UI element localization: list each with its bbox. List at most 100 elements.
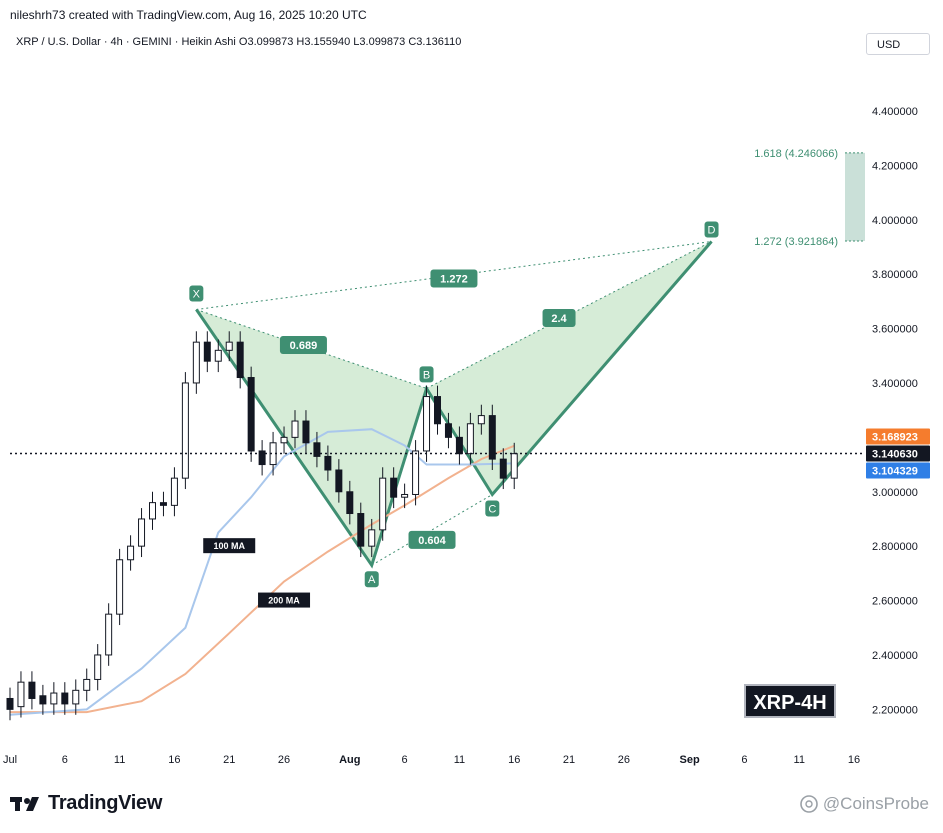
ratio-line [196,241,712,311]
candle [291,420,299,438]
ratio-box [430,269,478,288]
candle [346,491,354,515]
candle [116,559,124,615]
x-tick-label: 6 [402,754,408,766]
price-tag [866,445,930,462]
ratio-label: 0.689 [290,340,318,352]
x-tick-label: 6 [62,754,68,766]
candle [477,415,485,425]
candle [488,415,496,460]
point-marker [704,221,719,238]
candle [302,420,310,444]
candle [149,502,156,520]
y-tick-label: 2.800000 [872,541,918,553]
candle [6,697,14,710]
y-tick-label: 3.400000 [872,378,918,390]
candle [379,477,387,531]
point-label: D [708,225,716,237]
y-tick-label: 4.200000 [872,160,918,172]
candle [423,396,431,452]
x-tick-label: 26 [618,754,630,766]
y-tick-label: 3.800000 [872,269,918,281]
harmonic-pattern [195,240,713,569]
candle [61,692,69,705]
pattern-fill-xab [196,309,427,566]
candle [499,458,507,479]
fib-zone-box [845,152,865,242]
candle [412,450,420,495]
candle [313,442,321,457]
ma100-line [9,428,515,716]
candle [214,349,222,362]
pattern-labels: 100 MA 200 MA X A B C D 0.689 0.604 2.4 1.272 [10,221,865,608]
point-marker [364,571,379,588]
point-label: A [368,574,376,586]
candle [324,455,332,471]
candle [138,518,146,547]
ma-label-box [203,538,256,554]
candle [28,681,36,699]
candle [83,678,91,691]
point-marker [485,500,500,517]
candle [192,341,200,384]
x-tick-label: 11 [114,754,125,766]
ratio-line [371,494,493,566]
candle [181,382,189,479]
ma-label-box [258,592,311,608]
candles [6,331,518,721]
ratio-label: 0.604 [418,535,446,547]
y-tick-label: 4.000000 [872,215,918,227]
candle [225,341,233,351]
candle [444,423,452,438]
creator-line: nileshrh73 created with TradingView.com,… [10,8,367,22]
candle [335,469,343,493]
fib-zone: 1.618 (4.246066) 1.272 (3.921864) [754,148,865,248]
candle [17,681,25,708]
candle [203,341,211,362]
candle [280,436,288,444]
price-tag-label: 3.104329 [872,466,918,478]
x-tick-label: 11 [454,754,465,766]
y-tick-label: 2.600000 [872,596,918,608]
point-marker [419,366,434,383]
ma-label: 200 MA [268,596,300,606]
point-label: C [488,503,496,515]
fib-level-label: 1.618 (4.246066) [754,148,838,160]
y-tick-label: 3.000000 [872,487,918,499]
moving-averages [9,428,515,716]
coinsprobe-icon [800,795,818,813]
ratio-box [542,308,576,327]
point-marker [189,285,204,302]
candle [127,545,135,561]
ratio-box [279,335,327,354]
candle [39,695,47,705]
x-tick-label: 11 [794,754,805,766]
price-tag-label: 3.140630 [872,449,918,461]
candle [357,513,365,547]
fib-level-label: 1.272 (3.921864) [754,236,838,248]
x-tick-label: Jul [3,754,17,766]
symbol-header: XRP / U.S. Dollar · 4h · GEMINI · Heikin… [16,36,462,48]
candle [390,477,398,498]
currency-button[interactable]: USD [866,33,930,55]
point-label: B [423,369,430,381]
x-tick-label: Sep [680,754,700,766]
candle [455,436,463,455]
price-axis: 4.400000 4.200000 4.000000 3.800000 3.600000… [866,106,930,716]
watermark-text: @CoinsProbe [822,794,929,813]
tradingview-logo[interactable]: TradingView [10,792,162,815]
watermark: @CoinsProbe [799,794,929,814]
candle [510,453,518,479]
x-tick-label: 16 [848,754,860,766]
pattern-fill-bcd [426,241,712,495]
candle [159,502,167,506]
tradingview-logo-text: TradingView [48,792,163,814]
candle [434,396,441,425]
candle [466,423,474,455]
y-tick-label: 2.200000 [872,704,918,716]
price-tag [866,428,930,445]
ratio-label: 2.4 [551,313,567,325]
time-axis: Jul 6 11 16 21 26 Aug 6 11 16 21 26 Sep 6 11 16 [3,754,860,766]
x-tick-label: 26 [278,754,290,766]
